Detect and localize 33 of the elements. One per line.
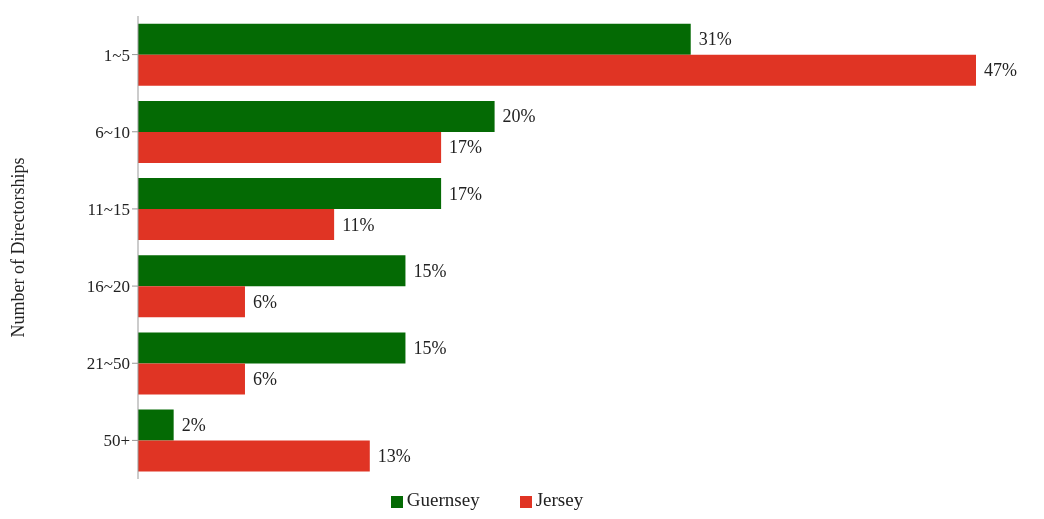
data-label: 15% (413, 337, 447, 358)
bar (138, 363, 245, 395)
data-label: 15% (413, 260, 447, 281)
bar (138, 131, 442, 163)
data-label: 17% (449, 137, 483, 158)
y-tick-label: 21~50 (86, 354, 130, 374)
legend-label: Jersey (535, 489, 584, 510)
data-label: 6% (252, 291, 277, 312)
data-label: 20% (502, 106, 536, 127)
data-label: 47% (984, 60, 1017, 81)
bar (138, 209, 335, 241)
bar (138, 178, 442, 210)
bar (138, 440, 370, 472)
bar (138, 100, 495, 132)
data-label: 6% (252, 368, 277, 389)
data-label: 31% (698, 29, 732, 50)
data-label: 2% (181, 415, 206, 436)
data-label: 17% (449, 183, 483, 204)
legend-label: Guernsey (406, 489, 480, 510)
bar (138, 409, 174, 441)
y-tick-label: 11~15 (87, 199, 130, 219)
y-tick-label: 6~10 (95, 122, 130, 142)
data-label: 11% (342, 214, 375, 235)
bar (138, 255, 406, 287)
bar (138, 23, 691, 55)
y-tick-label: 50+ (103, 431, 130, 451)
y-tick-label: 16~20 (86, 277, 130, 297)
bar (138, 286, 245, 318)
bar (138, 54, 976, 86)
y-axis-title: Number of Directorships (8, 157, 29, 338)
data-label: 13% (377, 446, 411, 467)
y-tick-label: 1~5 (103, 45, 130, 65)
bar (138, 332, 406, 364)
